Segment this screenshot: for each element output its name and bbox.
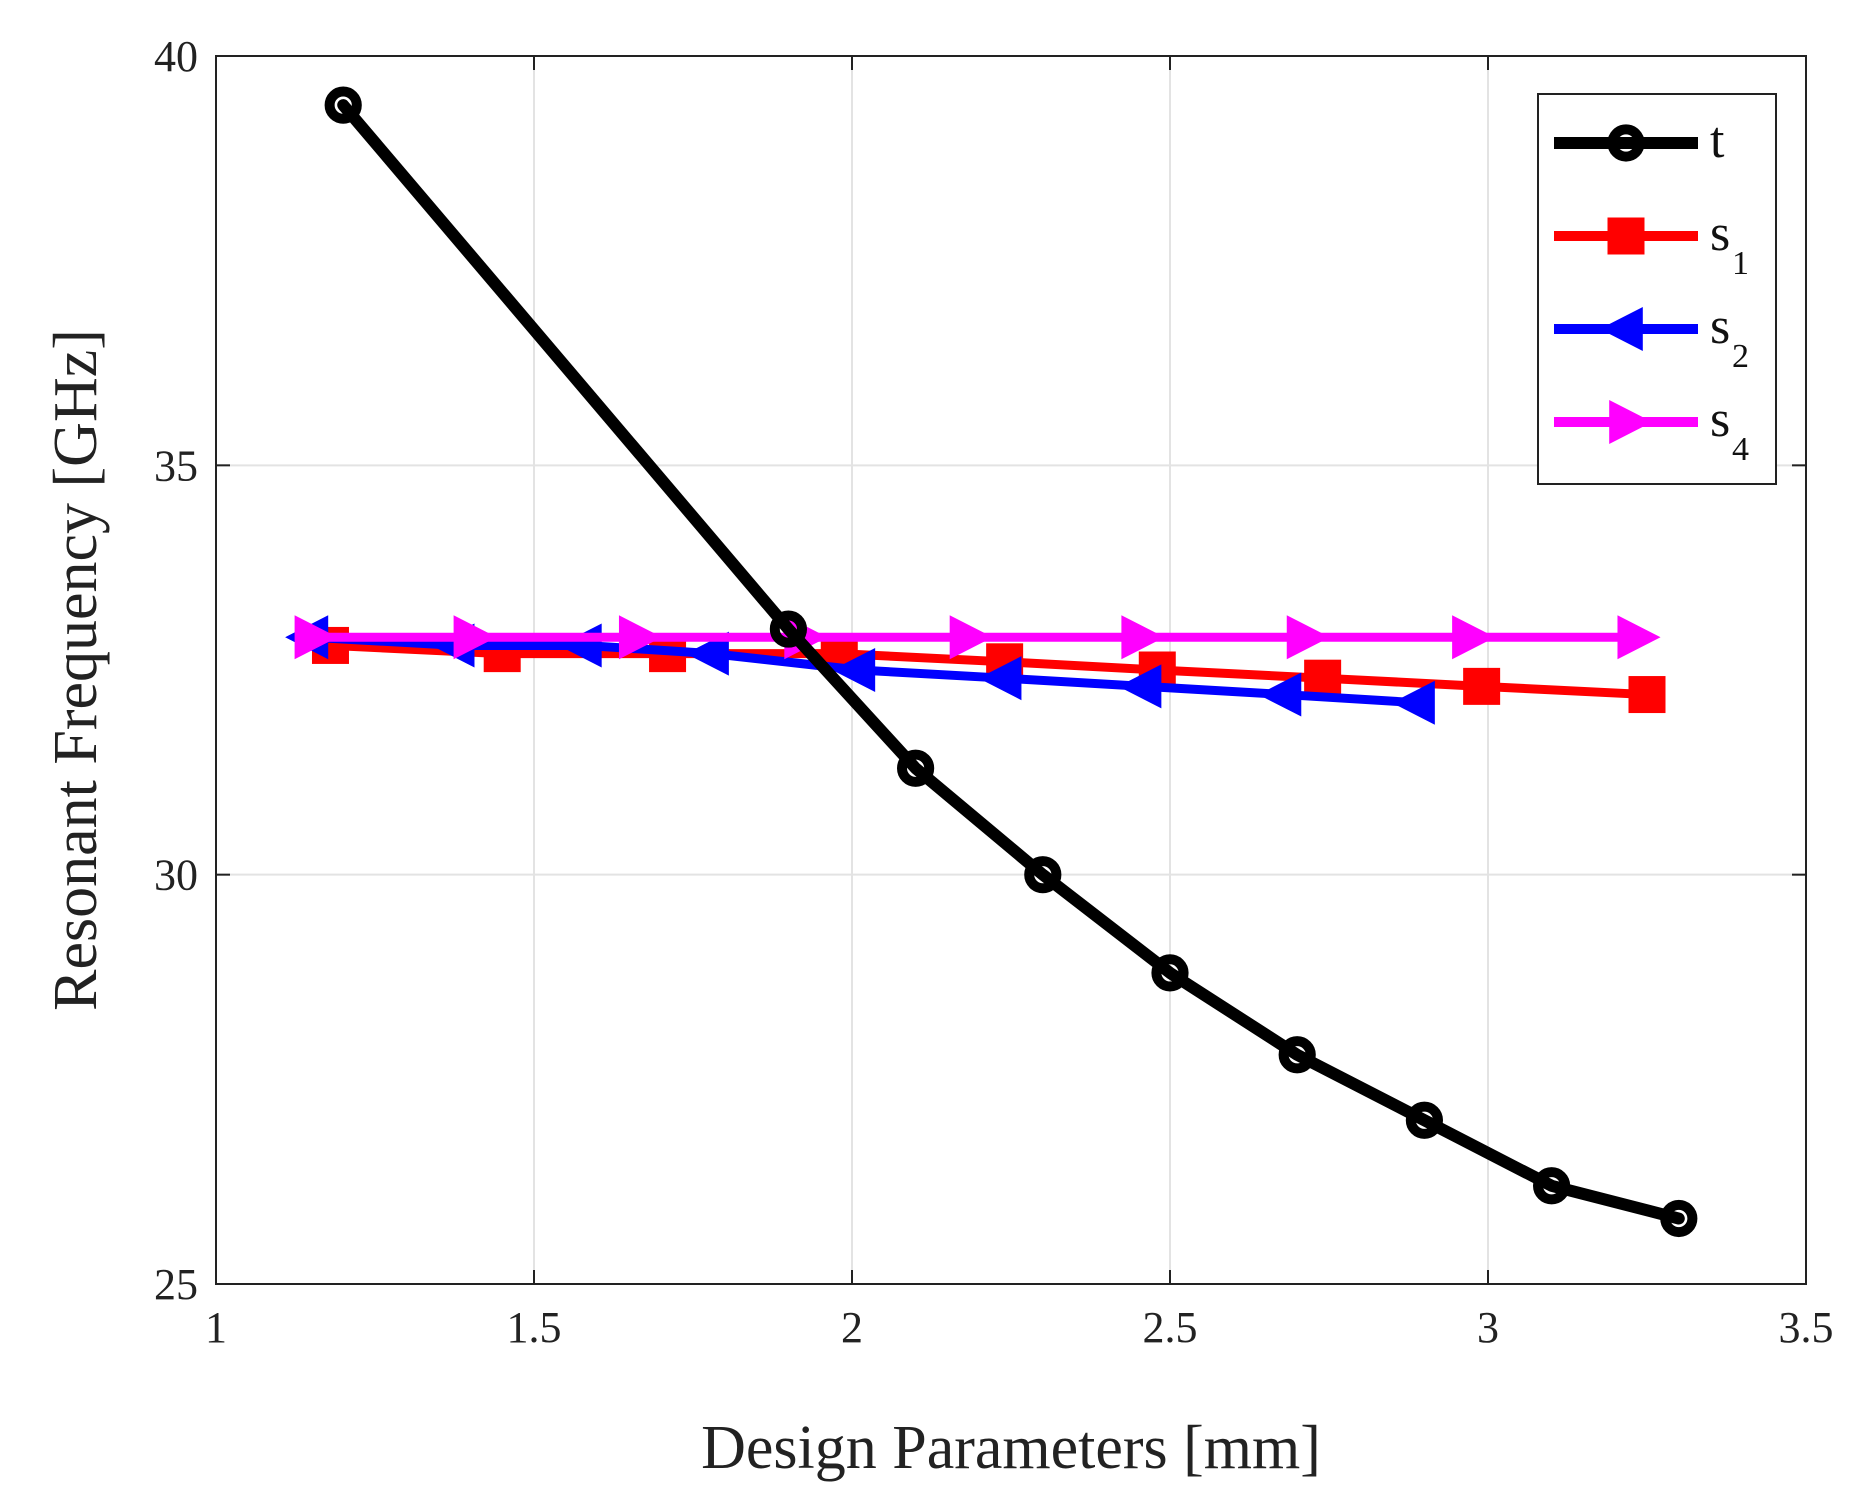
x-tick-label: 3 <box>1477 1303 1499 1352</box>
circle-marker <box>1533 1167 1571 1205</box>
triangle-right-marker <box>1452 615 1496 660</box>
triangle-left-marker <box>558 623 602 668</box>
triangle-left-marker <box>978 656 1022 701</box>
triangle-right-marker <box>1121 615 1165 660</box>
y-tick-label: 35 <box>154 441 198 490</box>
legend-label: s <box>1710 298 1730 355</box>
circle-marker <box>897 749 935 787</box>
triangle-right-marker <box>1286 615 1330 660</box>
legend-label-subscript: 1 <box>1732 245 1749 282</box>
circle-marker <box>1151 954 1189 992</box>
triangle-left-marker <box>1118 664 1162 709</box>
square-marker <box>1304 659 1342 697</box>
triangle-left-marker <box>1258 672 1302 717</box>
y-tick-label: 30 <box>154 851 198 900</box>
x-tick-label: 3.5 <box>1779 1303 1834 1352</box>
series-layer <box>285 86 1698 1238</box>
square-marker <box>1463 667 1501 705</box>
x-tick-label: 1 <box>205 1303 227 1352</box>
series-t <box>324 86 1698 1238</box>
plot-area <box>215 55 1807 1285</box>
y-tick-label: 40 <box>154 32 198 81</box>
circle-marker <box>1405 1101 1444 1139</box>
x-tick-label: 2.5 <box>1143 1303 1198 1352</box>
y-axis-title: Resonant Frequency [GHz] <box>42 329 110 1011</box>
triangle-right-marker <box>1609 399 1653 445</box>
legend-entry: s2 <box>1554 298 1749 375</box>
circle-marker <box>1024 856 1062 894</box>
triangle-left-marker <box>832 647 876 693</box>
circle-marker <box>1278 1036 1316 1074</box>
triangle-left-marker <box>1391 680 1435 725</box>
legend-label: s <box>1710 205 1730 262</box>
circle-marker <box>1660 1199 1698 1238</box>
triangle-right-marker <box>453 615 497 660</box>
x-axis-title: Design Parameters [mm] <box>701 1414 1321 1482</box>
square-marker <box>1628 676 1666 714</box>
y-tick-label: 25 <box>154 1260 198 1309</box>
axis-ticks: 1 1.5 2 2.5 3 3.5 25 30 35 40 <box>154 32 1834 1352</box>
triangle-left-marker <box>685 631 729 676</box>
triangle-right-marker <box>294 615 338 660</box>
legend-entry: t <box>1554 112 1725 169</box>
legend-label: s <box>1710 391 1730 448</box>
legend-label-subscript: 4 <box>1732 431 1749 468</box>
circle-marker <box>1607 124 1645 162</box>
square-marker <box>1607 217 1645 255</box>
triangle-right-marker <box>949 615 993 660</box>
circle-marker <box>324 86 362 124</box>
circle-marker <box>769 610 808 648</box>
x-tick-label: 2 <box>841 1303 863 1352</box>
triangle-left-marker <box>1599 306 1643 352</box>
legend-entry: s4 <box>1554 391 1749 468</box>
x-tick-label: 1.5 <box>507 1303 562 1352</box>
legend-label-subscript: 2 <box>1732 338 1749 375</box>
legend-label: t <box>1710 112 1725 169</box>
series-line-t <box>337 99 1685 1225</box>
legend-entry: s1 <box>1554 205 1749 282</box>
triangle-right-marker <box>1617 615 1661 660</box>
triangle-right-marker <box>618 615 663 660</box>
